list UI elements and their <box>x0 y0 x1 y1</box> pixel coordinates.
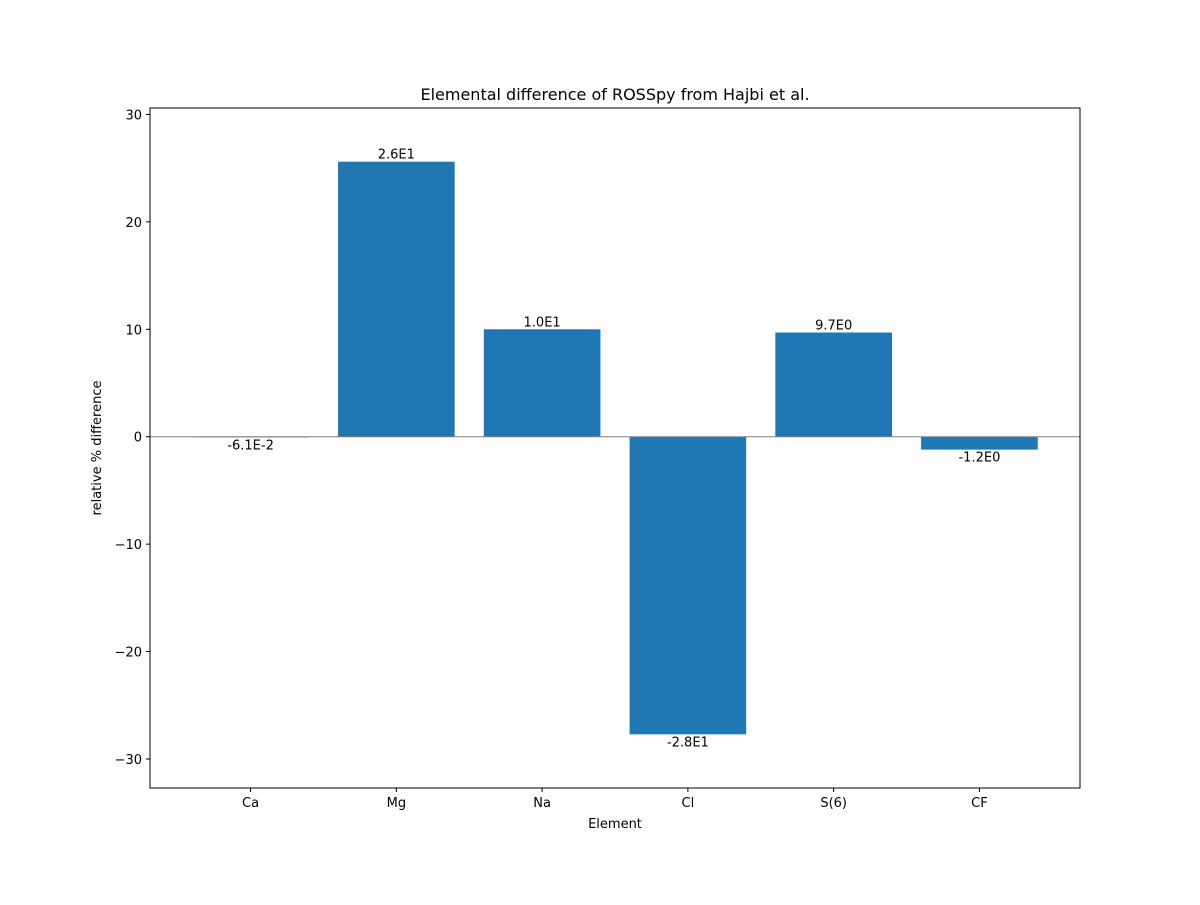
y-tick-label: 30 <box>125 108 142 123</box>
bar-value-label: 1.0E1 <box>524 315 561 330</box>
x-tick-label: Cl <box>682 796 695 811</box>
bar-value-label: 9.7E0 <box>815 319 852 334</box>
bar-value-label: 2.6E1 <box>378 148 415 163</box>
x-tick-label: Ca <box>242 796 259 811</box>
x-tick-label: S(6) <box>820 796 847 811</box>
axes-layer: Ca Mg Na Cl S(6) CF −30 −20 −10 0 10 20 30 <box>115 107 1081 811</box>
x-tick-label: CF <box>971 796 988 811</box>
data-labels-layer: -6.1E-2 2.6E1 1.0E1 -2.8E1 9.7E0 -1.2E0 <box>227 148 1000 751</box>
bar-value-label: -1.2E0 <box>958 451 1000 466</box>
plot-frame <box>149 107 1081 789</box>
y-tick-label: 10 <box>125 323 142 338</box>
y-tick-label: −10 <box>115 538 142 553</box>
chart-title: Elemental difference of ROSSpy from Hajb… <box>420 85 809 104</box>
y-tick-label: 20 <box>125 216 142 231</box>
x-tick-label: Mg <box>387 796 406 811</box>
y-axis-label: relative % difference <box>90 381 105 516</box>
bar-mg <box>338 161 455 437</box>
bar-s6 <box>775 332 892 437</box>
bar-na <box>483 329 601 437</box>
bar-value-label: -6.1E-2 <box>227 438 274 453</box>
bar-cl <box>629 436 747 735</box>
bars-layer <box>192 161 1038 735</box>
y-tick-label: −20 <box>115 646 142 661</box>
bar-value-label: -2.8E1 <box>667 735 709 750</box>
x-tick-label: Na <box>533 796 551 811</box>
x-axis-label: Element <box>588 817 642 832</box>
y-tick-label: −30 <box>115 753 142 768</box>
y-tick-label: 0 <box>134 431 142 446</box>
bar-cf <box>921 436 1038 450</box>
